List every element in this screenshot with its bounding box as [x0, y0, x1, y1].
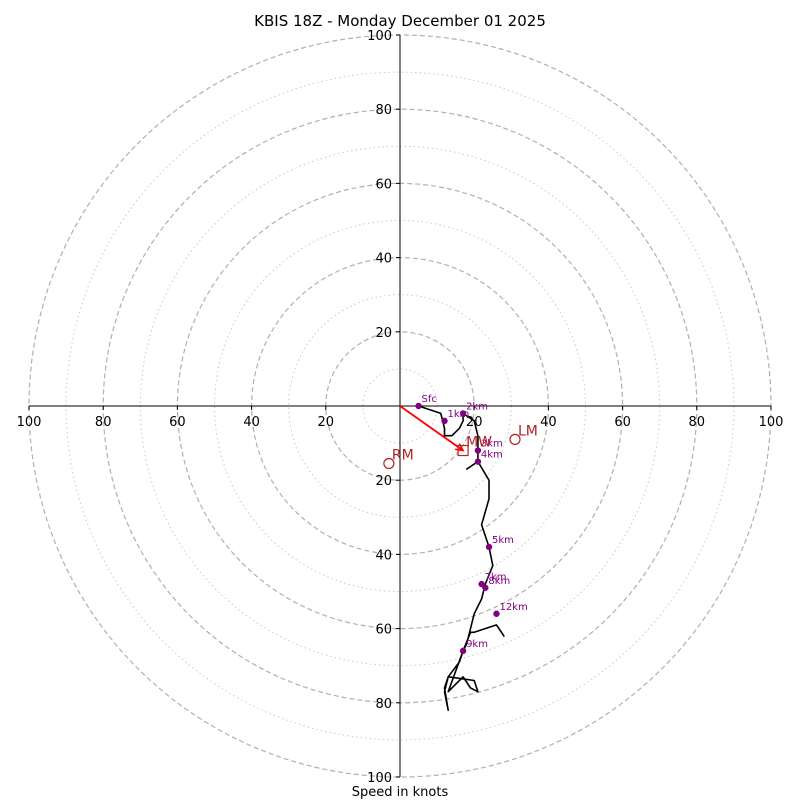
height-marker-9km: [459, 647, 467, 655]
motion-label-MW: MW: [466, 435, 492, 451]
y-tick-label: 100: [367, 771, 392, 786]
mean-wind-vector: [399, 405, 464, 452]
y-tick-label: 80: [375, 697, 392, 712]
tick-labels: 100 80 60 40 20 20 40 60 80 100100806040202040608…: [17, 29, 784, 786]
height-marker-2km: [459, 410, 467, 417]
y-tick-label: 60: [375, 177, 392, 192]
y-tick-label: 40: [375, 252, 392, 267]
height-label-3km: 3km: [481, 439, 503, 450]
height-marker-12km: [493, 610, 500, 617]
y-tick-label: 20: [375, 474, 392, 489]
x-axis-label: Speed in knots: [352, 785, 449, 800]
height-label-9km: 9km: [466, 639, 488, 650]
x-tick-label: 60: [614, 415, 631, 430]
height-marker-3km: [474, 447, 482, 454]
height-marker-Sfc: [415, 402, 422, 410]
y-tick-label: 40: [375, 548, 392, 563]
motion-marker-MW: [457, 444, 469, 457]
y-tick-label: 60: [375, 623, 392, 638]
height-label-12km: 12km: [499, 602, 527, 613]
motion-label-LM: LM: [518, 423, 538, 439]
height-marker-5km: [485, 543, 493, 551]
height-label-Sfc: Sfc: [422, 394, 437, 405]
y-tick-label: 80: [375, 103, 392, 118]
height-marker-1km: [441, 417, 448, 425]
x-tick-label: 100: [17, 415, 42, 430]
height-label-5km: 5km: [492, 535, 514, 546]
storm-motions: RM LM MW: [383, 423, 538, 470]
motion-marker-LM: [509, 433, 521, 445]
x-tick-label: 80: [689, 415, 706, 430]
x-tick-label: 80: [95, 415, 112, 430]
height-label-4km: 4km: [481, 450, 503, 461]
height-label-8km: 8km: [488, 576, 510, 587]
y-tick-label: 20: [375, 326, 392, 341]
chart-title: KBIS 18Z - Monday December 01 2025: [254, 12, 546, 30]
x-tick-label: 40: [540, 415, 557, 430]
x-tick-label: 40: [243, 415, 260, 430]
motion-label-RM: RM: [392, 448, 414, 464]
height-marker-4km: [474, 458, 482, 465]
y-tick-label: 100: [367, 29, 392, 44]
x-tick-label: 100: [759, 415, 784, 430]
motion-marker-RM: [383, 457, 395, 470]
height-label-1km: 1km: [448, 409, 470, 420]
height-marker-8km: [482, 584, 489, 591]
x-tick-label: 20: [318, 415, 335, 430]
height-label-7km: 7km: [485, 572, 507, 583]
height-label-2km: 2km: [466, 401, 488, 412]
x-tick-label: 60: [169, 415, 186, 430]
